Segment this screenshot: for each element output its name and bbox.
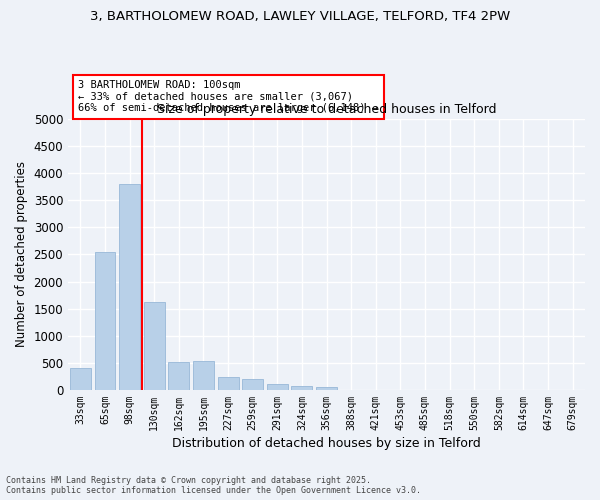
Bar bbox=[144, 302, 164, 390]
Text: 3 BARTHOLOMEW ROAD: 100sqm
← 33% of detached houses are smaller (3,067)
66% of s: 3 BARTHOLOMEW ROAD: 100sqm ← 33% of deta… bbox=[79, 80, 379, 114]
Bar bbox=[242, 380, 263, 390]
Bar bbox=[95, 252, 115, 390]
Y-axis label: Number of detached properties: Number of detached properties bbox=[15, 162, 28, 348]
Bar bbox=[316, 387, 337, 390]
Bar bbox=[119, 184, 140, 390]
Bar bbox=[218, 377, 239, 390]
Bar bbox=[70, 368, 91, 390]
Title: Size of property relative to detached houses in Telford: Size of property relative to detached ho… bbox=[157, 104, 496, 117]
Bar bbox=[193, 361, 214, 390]
Text: 3, BARTHOLOMEW ROAD, LAWLEY VILLAGE, TELFORD, TF4 2PW: 3, BARTHOLOMEW ROAD, LAWLEY VILLAGE, TEL… bbox=[90, 10, 510, 23]
Bar bbox=[267, 384, 288, 390]
Text: Contains HM Land Registry data © Crown copyright and database right 2025.
Contai: Contains HM Land Registry data © Crown c… bbox=[6, 476, 421, 495]
X-axis label: Distribution of detached houses by size in Telford: Distribution of detached houses by size … bbox=[172, 437, 481, 450]
Bar bbox=[292, 386, 313, 390]
Bar bbox=[169, 362, 189, 390]
